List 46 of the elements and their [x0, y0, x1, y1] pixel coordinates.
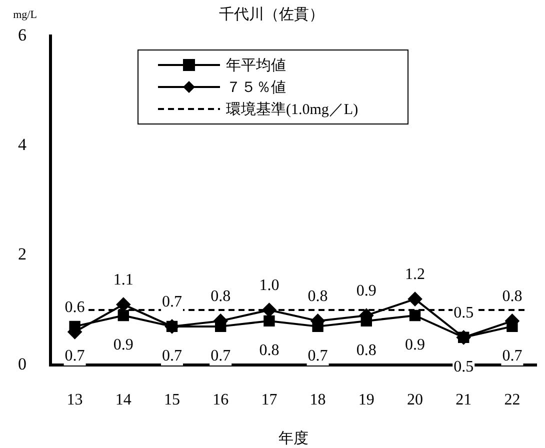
x-tick-label: 13: [66, 392, 83, 409]
data-label: 0.7: [502, 348, 522, 365]
data-label: 0.8: [502, 288, 522, 306]
x-tick-label: 17: [261, 392, 278, 409]
data-label: 0.7: [210, 348, 231, 365]
legend-label: 年平均値: [226, 56, 286, 74]
point: [408, 292, 422, 306]
point: [166, 320, 178, 332]
point: [264, 315, 275, 327]
data-label: 0.8: [210, 288, 231, 306]
legend-label: 環境基準(1.0mg／L): [226, 100, 358, 118]
data-label: 0.7: [162, 348, 182, 365]
data-label: 0.8: [356, 342, 376, 360]
data-label: 0.8: [259, 342, 280, 360]
data-label: 0.9: [113, 336, 134, 354]
data-label: 0.9: [356, 282, 376, 300]
point: [118, 310, 129, 322]
data-label: 0.8: [308, 288, 328, 306]
y-tick-label: 0: [18, 354, 26, 374]
y-axis-title: mg/L: [13, 8, 38, 21]
x-tick-label: 22: [504, 392, 520, 409]
point: [116, 298, 130, 312]
x-tick-label: 18: [310, 392, 326, 409]
point: [409, 310, 421, 322]
data-label: 1.2: [405, 266, 425, 284]
x-tick-label: 16: [212, 392, 229, 409]
x-tick-label: 15: [164, 392, 180, 409]
data-label: 1.1: [113, 272, 134, 289]
data-label: 0.6: [64, 299, 85, 316]
x-tick-label: 21: [456, 392, 472, 409]
x-tick-label: 19: [358, 392, 374, 409]
y-tick-label: 4: [18, 135, 27, 154]
y-tick-label: 2: [18, 244, 26, 264]
data-label: 0.9: [405, 336, 425, 354]
x-axis-title: 年度: [278, 430, 308, 447]
data-label: 0.7: [162, 294, 182, 311]
data-label: 0.5: [454, 358, 474, 376]
data-label: 0.5: [454, 304, 474, 322]
x-tick-label: 14: [115, 392, 132, 409]
legend-label: ７５％値: [226, 78, 286, 96]
y-tick-label: 6: [18, 25, 26, 44]
data-label: 0.7: [308, 348, 328, 365]
chart-title: 千代川（佐貫）: [219, 6, 324, 23]
data-label: 0.7: [64, 348, 85, 365]
x-tick-label: 20: [407, 392, 423, 409]
data-label: 1.0: [259, 277, 280, 294]
